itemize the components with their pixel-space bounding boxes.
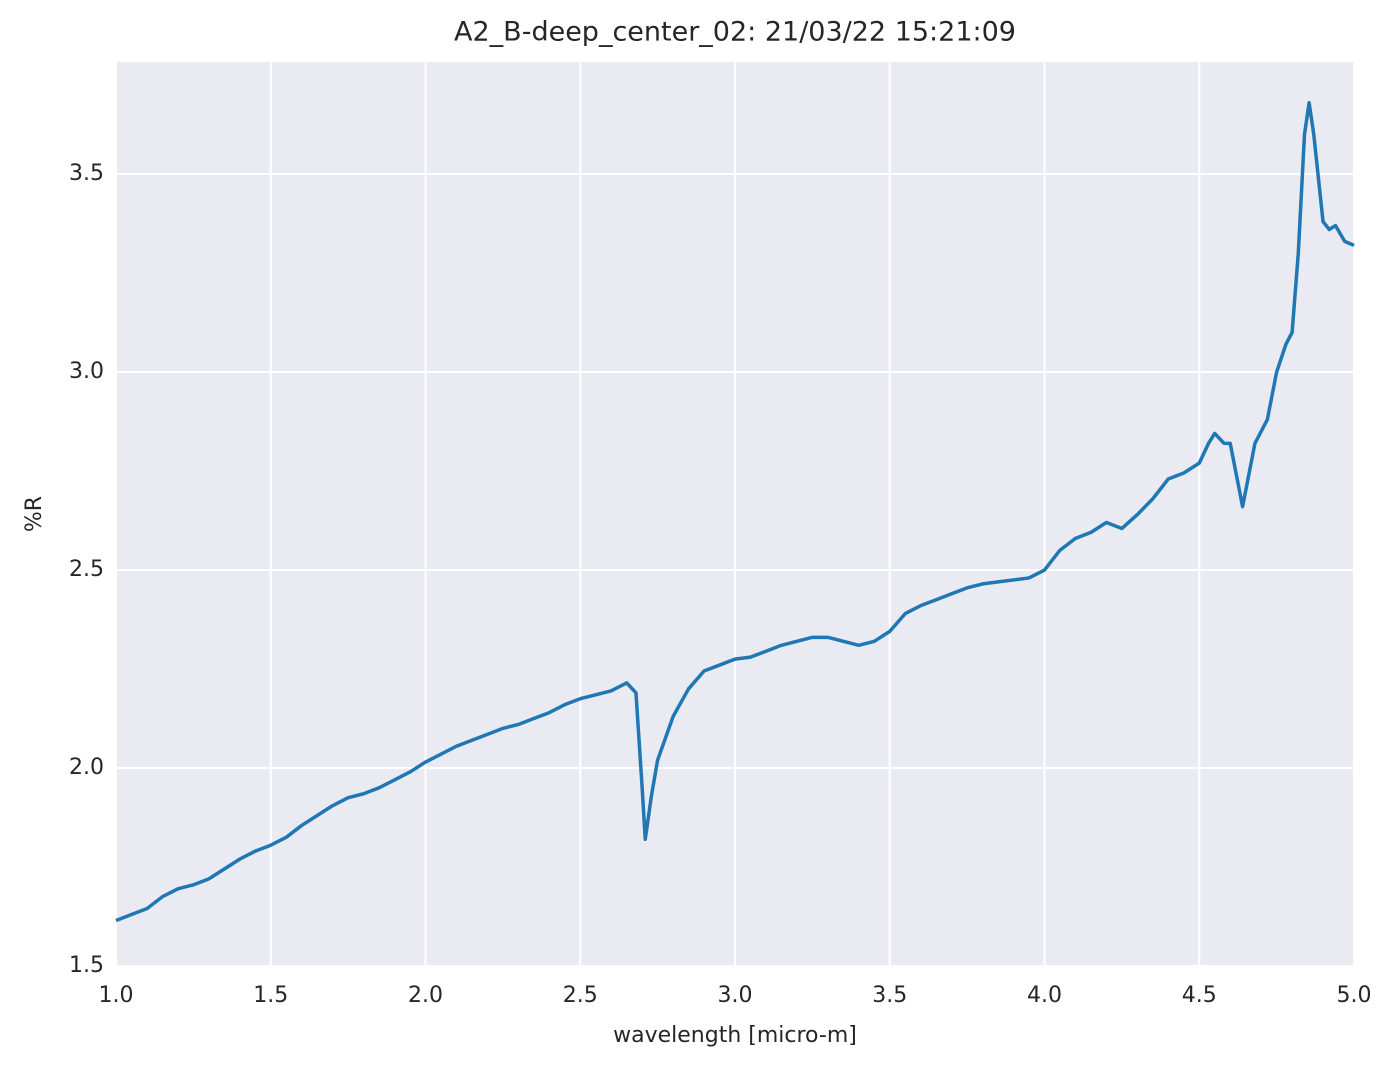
x-tick-label: 1.5: [253, 983, 288, 1008]
x-tick-label: 2.5: [563, 983, 598, 1008]
x-tick-label: 5.0: [1337, 983, 1372, 1008]
x-tick-label: 3.0: [718, 983, 753, 1008]
x-tick-label: 2.0: [408, 983, 443, 1008]
x-tick-label: 1.0: [99, 983, 134, 1008]
x-tick-label: 3.5: [872, 983, 907, 1008]
x-tick-label: 4.5: [1182, 983, 1217, 1008]
data-line: [115, 101, 1355, 923]
y-tick-label: 1.5: [69, 953, 104, 978]
y-tick-label: 3.5: [69, 161, 104, 186]
y-tick-label: 2.5: [69, 557, 104, 582]
y-axis-label: %R: [22, 496, 47, 532]
chart-title: A2_B-deep_center_02: 21/03/22 15:21:09: [454, 17, 1016, 48]
x-axis-label: wavelength [micro-m]: [613, 1023, 857, 1048]
y-tick-label: 2.0: [69, 755, 104, 780]
x-tick-label: 4.0: [1027, 983, 1062, 1008]
y-tick-label: 3.0: [69, 359, 104, 384]
